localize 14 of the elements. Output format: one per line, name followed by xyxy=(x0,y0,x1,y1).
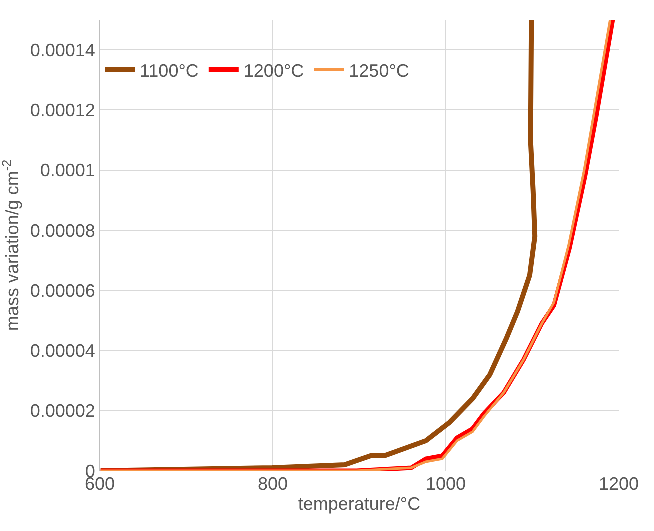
x-axis-title: temperature/°C xyxy=(298,494,421,514)
legend-label: 1250°C xyxy=(349,60,410,81)
legend-label: 1100°C xyxy=(140,60,199,81)
y-tick-label: 0.00006 xyxy=(30,280,96,301)
y-tick-label: 0.00002 xyxy=(30,401,96,422)
y-tick-label: 0.00014 xyxy=(30,40,96,60)
x-tick-label: 1000 xyxy=(426,474,466,494)
x-tick-label: 800 xyxy=(258,474,288,494)
legend-label: 1200°C xyxy=(244,60,304,81)
y-tick-label: 0.0001 xyxy=(40,160,96,181)
y-tick-label: 0.00004 xyxy=(30,341,96,362)
y-tick-label: 0.00008 xyxy=(30,220,96,241)
y-tick-label: 0.00012 xyxy=(30,100,96,120)
x-tick-label: 1200 xyxy=(598,474,640,494)
